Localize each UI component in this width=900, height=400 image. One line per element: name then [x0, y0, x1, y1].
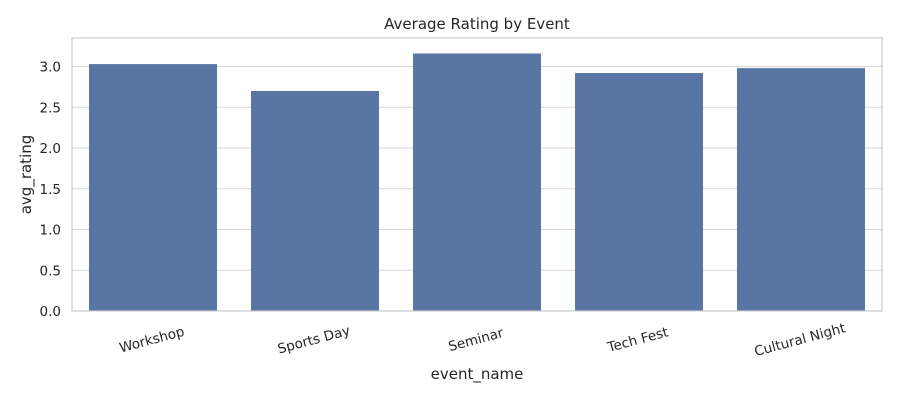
plot-frame: [71, 37, 883, 312]
y-tick-label: 0.5: [40, 263, 61, 279]
bar: [413, 53, 541, 311]
y-tick-label: 1.5: [40, 182, 61, 198]
y-tick-labels: 0.0 0.5 1.0 1.5 2.0 2.5 3.0: [40, 60, 61, 320]
y-tick-label: 0.0: [40, 304, 61, 320]
y-tick-label: 1.0: [40, 223, 61, 239]
bar: [737, 68, 865, 311]
x-tick-label: Tech Fest: [605, 324, 670, 356]
x-tick-label: Seminar: [447, 325, 506, 355]
y-axis-label: avg_rating: [17, 135, 36, 215]
x-tick-label: Sports Day: [276, 323, 352, 358]
y-tick-label: 2.0: [40, 141, 61, 157]
x-tick-labels: Workshop Sports Day Seminar Tech Fest Cultur…: [118, 320, 848, 360]
bar: [89, 64, 217, 312]
x-tick-label: Workshop: [118, 324, 186, 357]
y-tick-label: 3.0: [40, 60, 61, 76]
x-tick-label: Cultural Night: [753, 320, 848, 360]
bar-layer: [89, 53, 865, 312]
bar: [575, 73, 703, 311]
y-tick-label: 2.5: [40, 100, 61, 116]
bar: [251, 90, 379, 311]
chart-title: Average Rating by Event: [384, 15, 570, 33]
x-axis-label: event_name: [431, 365, 524, 384]
